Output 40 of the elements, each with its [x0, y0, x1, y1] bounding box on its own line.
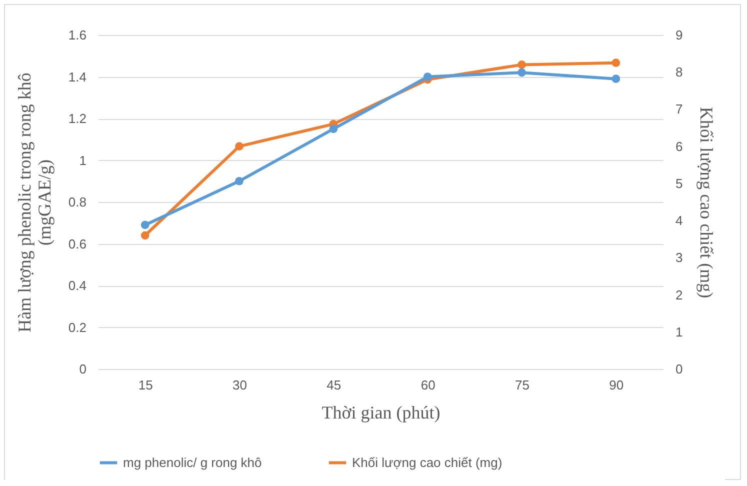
legend-label: mg phenolic/ g rong khô: [123, 454, 262, 470]
y-tick-label: 0.8: [68, 194, 86, 210]
point: [140, 231, 150, 240]
point: [518, 60, 526, 69]
x-tick-label: 15: [138, 378, 153, 392]
y2-axis-title: Khối lượng cao chiết (mg): [696, 106, 717, 298]
point: [518, 68, 526, 77]
y-tick-label: 1: [79, 152, 86, 168]
x-tick-label: 45: [326, 378, 342, 392]
x-tick-label: 90: [609, 378, 624, 392]
y2-tick-label: 9: [676, 28, 683, 42]
legend-label: Khối lượng cao chiết (mg): [352, 454, 502, 470]
y-tick-label: 0.6: [68, 236, 86, 252]
y-tick-label: 0: [79, 362, 86, 376]
point: [329, 124, 338, 134]
y2-tick-label: 2: [676, 287, 683, 302]
point: [140, 220, 150, 230]
y2-tick-label: 3: [676, 250, 683, 266]
y-tick-label: 0.4: [68, 278, 86, 293]
x-axis-title: Thời gian (phút): [322, 402, 440, 422]
y-tick-label: 1.4: [68, 69, 86, 84]
point: [423, 72, 432, 81]
point: [235, 142, 244, 151]
y2-tick-label: 6: [676, 138, 683, 154]
y2-tick-label: 0: [676, 362, 683, 376]
y2-tick-label: 5: [676, 176, 683, 191]
point: [612, 74, 620, 84]
y2-tick-label: 4: [676, 213, 683, 228]
y-axis-title: Hàm lượng phenolic trong rong khô (mgGAE/g): [14, 72, 54, 332]
x-tick-label: 30: [232, 378, 247, 392]
y-tick-label: 1.6: [68, 28, 86, 42]
x-tick-label: 60: [420, 378, 436, 392]
x-tick-label: 75: [515, 378, 530, 392]
y2-tick-label: 1: [676, 324, 683, 340]
point: [612, 58, 620, 68]
point: [235, 176, 244, 186]
y-tick-label: 1.2: [68, 111, 86, 126]
y2-tick-label: 8: [676, 64, 683, 80]
y-tick-label: 0.2: [68, 320, 86, 335]
y2-tick-label: 7: [676, 102, 683, 117]
